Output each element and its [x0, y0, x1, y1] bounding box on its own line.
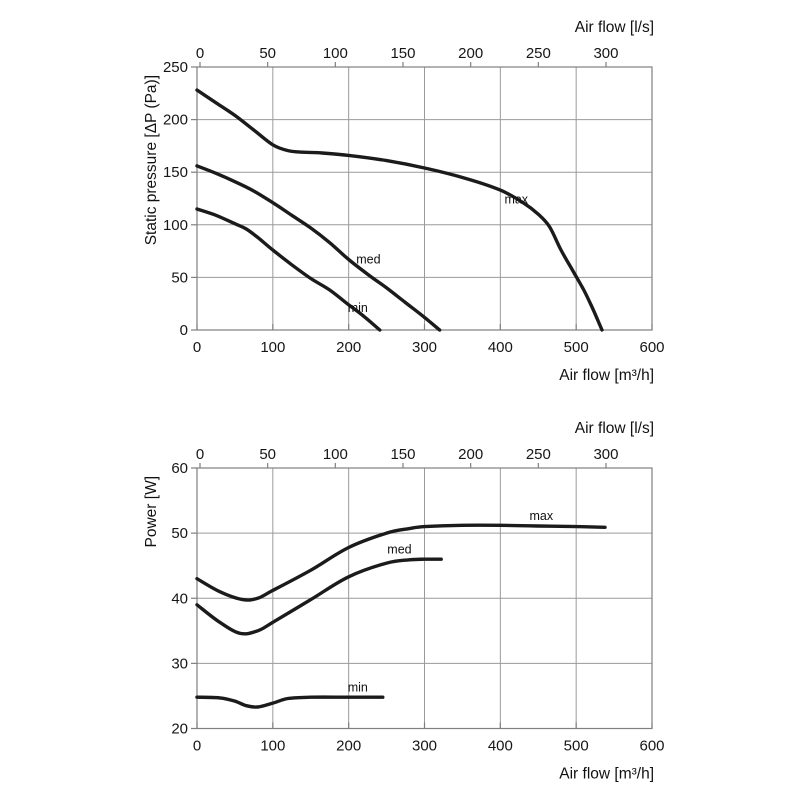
x-tick-label: 200	[336, 738, 361, 755]
power-chart: 0 100 200 300 400 500 600 0 50 100 150 200 250 300 20 3…	[143, 420, 665, 783]
curve-max	[195, 523, 607, 602]
x-top-tick-label: 300	[593, 45, 618, 62]
x-top-tick-label: 0	[196, 45, 204, 62]
x-tick-label: 0	[193, 339, 201, 356]
x-top-tick-label: 200	[458, 45, 483, 62]
x-tick-label: 300	[412, 339, 437, 356]
x-tick-label: 600	[639, 738, 664, 755]
x-top-tick-label: 150	[390, 446, 415, 463]
y-axis-title: Static pressure [ΔP (Pa)]	[143, 75, 160, 245]
x-axis-title: Air flow [m³/h]	[559, 766, 654, 783]
curve-label-min: min	[348, 680, 368, 694]
y-tick-label: 50	[171, 269, 188, 286]
x-tick-label: 500	[564, 738, 589, 755]
x-tick-label: 600	[639, 339, 664, 356]
x-tick-label: 200	[336, 339, 361, 356]
y-tick-label: 200	[163, 112, 188, 129]
x-top-axis-title: Air flow [l/s]	[575, 420, 654, 437]
y-tick-label: 60	[171, 460, 188, 477]
y-axis-title: Power [W]	[143, 476, 160, 547]
y-tick-label: 20	[171, 721, 188, 738]
x-tick-label: 100	[260, 339, 285, 356]
curve-max	[195, 88, 604, 332]
x-top-axis-title: Air flow [l/s]	[575, 19, 654, 36]
curve-label-max: max	[529, 509, 553, 523]
y-tick-label: 40	[171, 590, 188, 607]
x-top-tick-label: 200	[458, 446, 483, 463]
x-top-tick-label: 50	[259, 45, 276, 62]
x-tick-label: 0	[193, 738, 201, 755]
curve-med	[195, 164, 442, 332]
y-tick-label: 250	[163, 59, 188, 76]
pressure-chart: 0 100 200 300 400 500 600 0 50 100 150 200 250 300 0 50…	[143, 19, 665, 384]
y-tick-label: 100	[163, 217, 188, 234]
curve-min	[195, 207, 382, 332]
x-tick-label: 400	[488, 738, 513, 755]
curve-label-med: med	[387, 542, 411, 556]
curve-label-max: max	[504, 193, 528, 207]
x-tick-label: 400	[488, 339, 513, 356]
curve-min	[195, 695, 385, 709]
x-top-tick-label: 100	[323, 446, 348, 463]
x-top-tick-label: 250	[526, 446, 551, 463]
y-tick-label: 0	[180, 322, 188, 339]
curve-label-min: min	[348, 301, 368, 315]
curve-label-med: med	[356, 253, 380, 267]
x-axis-title: Air flow [m³/h]	[559, 367, 654, 384]
x-tick-label: 500	[564, 339, 589, 356]
x-top-tick-label: 50	[259, 446, 276, 463]
x-top-tick-label: 0	[196, 446, 204, 463]
x-tick-label: 300	[412, 738, 437, 755]
x-top-tick-label: 150	[390, 45, 415, 62]
x-tick-label: 100	[260, 738, 285, 755]
y-tick-label: 150	[163, 164, 188, 181]
x-top-tick-label: 300	[593, 446, 618, 463]
y-tick-label: 50	[171, 525, 188, 542]
y-tick-label: 30	[171, 655, 188, 672]
curve-med	[195, 557, 443, 636]
x-top-tick-label: 250	[526, 45, 551, 62]
x-top-tick-label: 100	[323, 45, 348, 62]
